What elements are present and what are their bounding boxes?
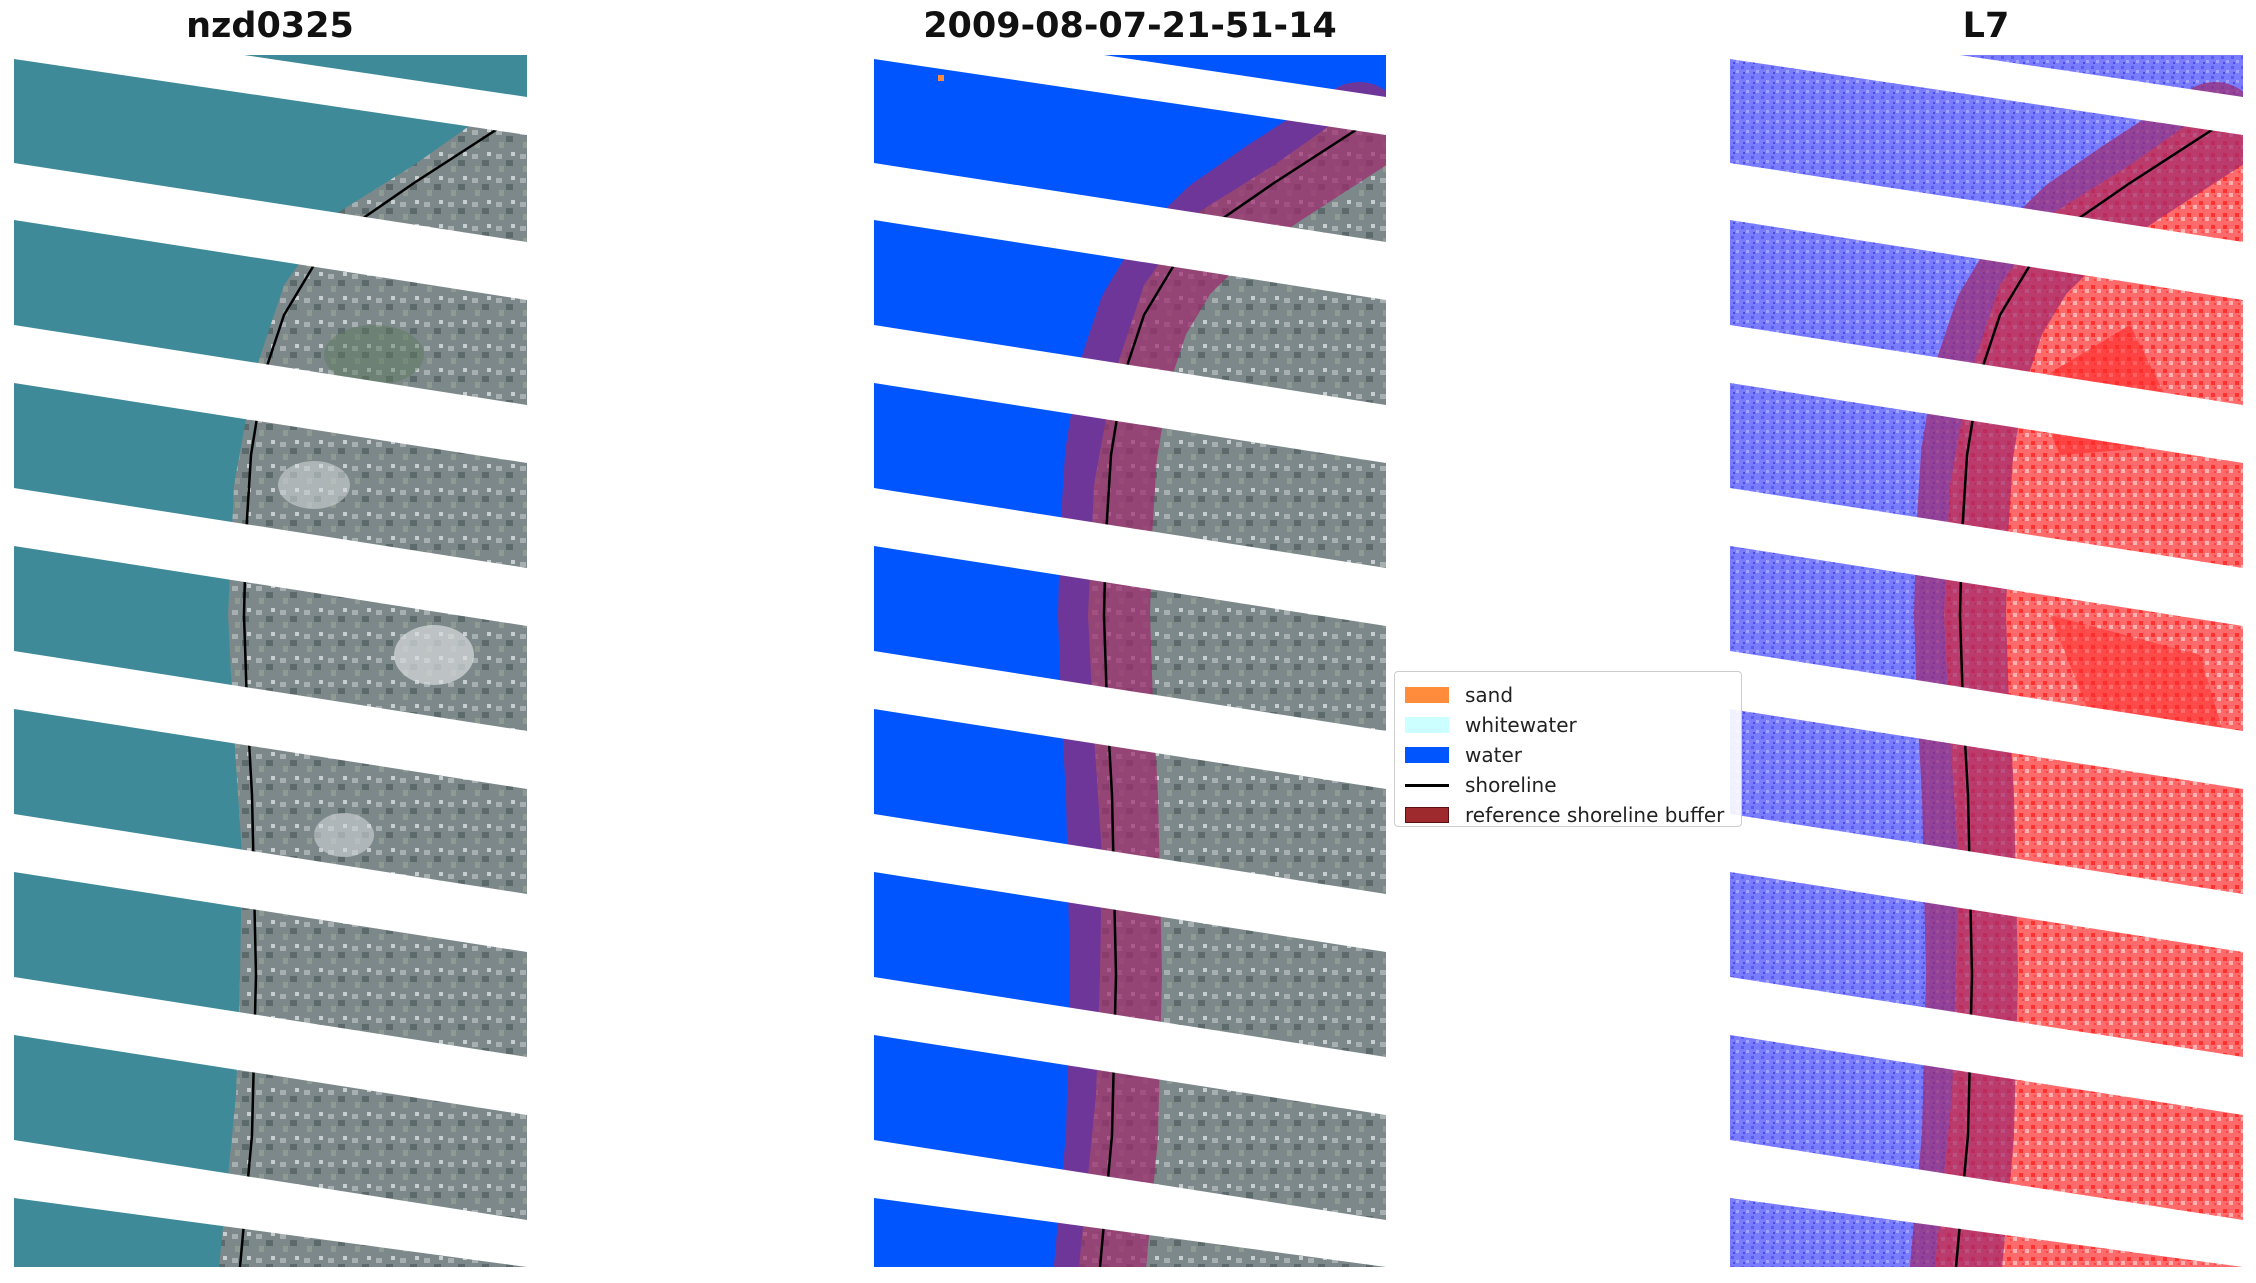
legend-label-sand: sand xyxy=(1465,683,1514,707)
water-index-panel xyxy=(1730,55,2243,1267)
legend-label-whitewater: whitewater xyxy=(1465,713,1577,737)
legend: sand whitewater water shoreline referenc… xyxy=(1394,671,1742,827)
shoreline-line-swatch xyxy=(1405,783,1449,787)
classified-image-panel xyxy=(874,55,1386,1267)
rgb-image-panel xyxy=(14,55,527,1267)
legend-item-whitewater: whitewater xyxy=(1405,710,1731,740)
legend-item-sand: sand xyxy=(1405,680,1731,710)
scan-line-gaps xyxy=(1730,55,2243,1267)
scan-line-gaps xyxy=(874,55,1386,1267)
legend-label-shoreline: shoreline xyxy=(1465,773,1557,797)
scan-line-gaps xyxy=(14,55,527,1267)
sand-swatch xyxy=(1405,687,1449,703)
legend-label-buffer: reference shoreline buffer xyxy=(1465,803,1725,827)
legend-item-shoreline: shoreline xyxy=(1405,770,1731,800)
buffer-swatch xyxy=(1405,807,1449,823)
panel-title-right: L7 xyxy=(1962,6,2010,46)
whitewater-swatch xyxy=(1405,717,1449,733)
panel-title-left: nzd0325 xyxy=(186,6,354,46)
panel-title-middle: 2009-08-07-21-51-14 xyxy=(923,6,1337,46)
legend-item-water: water xyxy=(1405,740,1731,770)
water-swatch xyxy=(1405,747,1449,763)
legend-item-buffer: reference shoreline buffer xyxy=(1405,800,1731,830)
legend-label-water: water xyxy=(1465,743,1522,767)
